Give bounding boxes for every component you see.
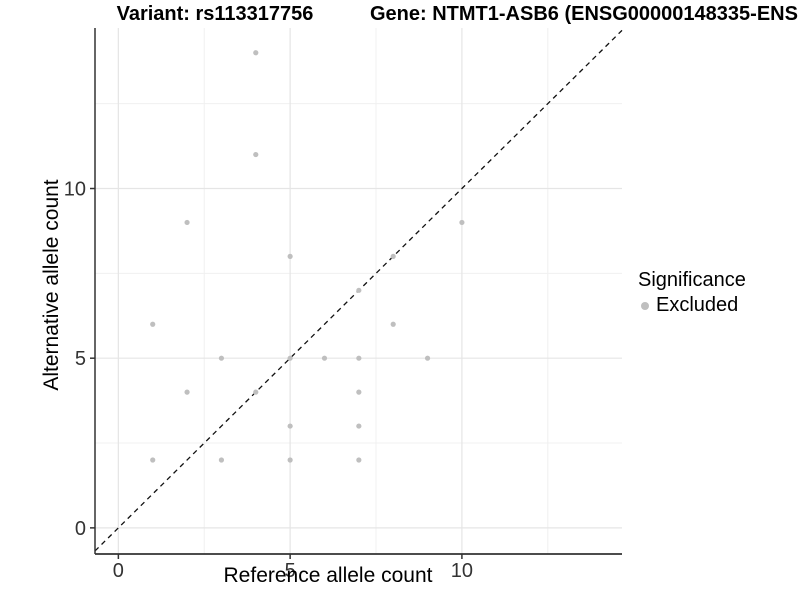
data-point: [287, 423, 293, 429]
data-point: [459, 219, 465, 226]
data-point: [184, 219, 190, 226]
y-tick-label: 5: [75, 348, 86, 370]
data-point: [356, 457, 362, 463]
data-point: [218, 457, 225, 463]
x-tick-label: 5: [285, 560, 296, 582]
legend: Significance Excluded: [638, 269, 746, 317]
data-point: [253, 389, 259, 395]
gene-title: Gene: NTMT1-ASB6 (ENSG00000148335-ENS: [370, 3, 798, 25]
data-point: [184, 389, 190, 395]
legend-item-excluded: Excluded: [638, 294, 746, 317]
excluded-point-icon: [641, 301, 649, 310]
y-tick-label: 0: [75, 518, 86, 540]
x-tick-label: 0: [113, 560, 124, 582]
data-point: [287, 355, 293, 361]
data-point: [356, 389, 362, 395]
y-axis-title: Alternative allele count: [40, 179, 63, 391]
data-point: [287, 457, 293, 463]
data-point: [356, 287, 362, 293]
data-point: [253, 50, 259, 56]
data-point: [424, 355, 431, 361]
data-point: [150, 457, 156, 463]
data-point: [150, 321, 156, 327]
data-point: [321, 355, 328, 361]
data-point: [287, 253, 293, 259]
data-point: [253, 151, 259, 158]
legend-item-label: Excluded: [656, 294, 739, 316]
variant-title: Variant: rs113317756: [116, 3, 314, 25]
legend-title: Significance: [638, 269, 746, 291]
y-tick-label: 10: [64, 179, 86, 201]
x-tick-label: 10: [451, 560, 473, 582]
data-point: [356, 355, 362, 361]
x-axis-title: Reference allele count: [223, 564, 433, 587]
data-point: [218, 355, 225, 361]
data-point: [390, 321, 396, 327]
data-point: [390, 253, 396, 259]
data-point: [356, 423, 362, 429]
